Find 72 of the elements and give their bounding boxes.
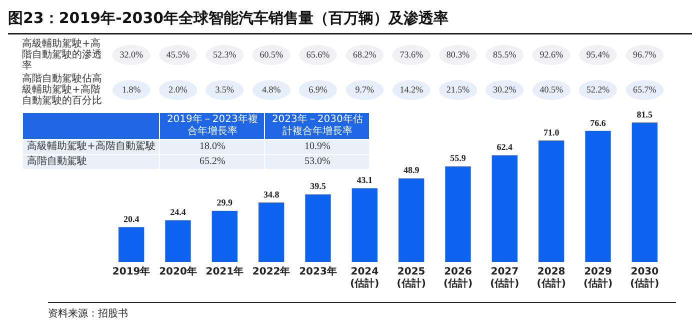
text: 资料来源：招股书 — [48, 308, 128, 320]
data-label: 24.4 — [170, 207, 186, 218]
data-label: 76.6 — [590, 118, 606, 128]
chart-title: 图23：2019年-2030年全球智能汽车销售量（百万辆）及渗透率 — [8, 8, 449, 27]
text: 60.5% — [260, 49, 284, 60]
data-label: 48.9 — [403, 165, 420, 176]
text: 9.7% — [355, 84, 375, 94]
x-tick-label: 2024 (估計) — [350, 266, 380, 290]
text: 14.2% — [400, 84, 424, 94]
text: 68.2% — [353, 49, 377, 60]
bar — [352, 188, 378, 262]
annotation: 18.0% — [160, 140, 264, 154]
text: 30.2% — [493, 84, 517, 94]
data-label: 29.9 — [216, 198, 234, 208]
x-tick-label: 2030 (估計) — [630, 266, 660, 290]
x-tick-label: 2022年 — [252, 266, 290, 278]
x-tick-label: 2027 (估計) — [490, 266, 520, 290]
annotation: 53.0% — [265, 155, 370, 169]
annotation: 2023年－2030年估計複合年增長率 — [265, 113, 370, 139]
data-label: 34.8 — [263, 189, 280, 200]
annotation: 10.9% — [265, 140, 370, 154]
text: 80.3% — [446, 49, 470, 60]
data-label: 81.5 — [636, 109, 654, 120]
text: 52.2% — [586, 84, 610, 94]
x-tick-label: 2023年 — [299, 266, 337, 278]
text: 6.9% — [308, 84, 328, 94]
text: 73.6% — [400, 49, 424, 60]
x-tick-label: 2021年 — [206, 266, 244, 278]
data-label: 55.9 — [450, 153, 466, 164]
text: 2.0% — [168, 84, 188, 94]
text: 高階自動駕駛佔高級輔助駕駛+高階自動駕駛的百分比 — [22, 72, 102, 107]
text: 1.8% — [122, 84, 142, 94]
bar — [305, 194, 331, 262]
annotation: 65.2% — [160, 155, 264, 169]
x-tick-label: 2020年 — [159, 266, 197, 278]
text: 4.8% — [262, 84, 282, 94]
data-label: 20.4 — [123, 214, 140, 224]
text: 96.7% — [633, 49, 657, 60]
bar — [398, 178, 424, 262]
bar — [212, 210, 238, 262]
text: 52.3% — [213, 49, 237, 60]
x-tick-label: 2025 (估計) — [396, 266, 426, 290]
text: 高階自動駕駛 — [27, 156, 87, 167]
bar — [258, 202, 284, 262]
x-tick-label: 2026 (估計) — [443, 266, 473, 290]
text: 40.5% — [540, 84, 564, 94]
text: 32.0% — [120, 49, 144, 60]
text: 高級輔助駕駛+高階自動駕駛的滲透率 — [22, 38, 102, 72]
data-label: 71.0 — [543, 127, 560, 138]
x-tick-label: 2029 (估計) — [583, 266, 613, 290]
annotation: 高級輔助駕駛+高階自動駕駛 — [23, 140, 160, 154]
bar — [585, 130, 611, 262]
text: 65.7% — [633, 84, 657, 94]
text: 92.6% — [540, 49, 564, 60]
bar — [538, 140, 564, 262]
text: 21.5% — [446, 84, 470, 94]
text: 95.4% — [586, 49, 610, 60]
data-label: 39.5 — [310, 181, 326, 192]
text: 45.5% — [166, 49, 190, 60]
x-tick-label: 2019年 — [112, 266, 150, 278]
x-tick-label: 2028 (估計) — [536, 266, 566, 290]
bar — [492, 155, 518, 262]
data-label: 43.1 — [356, 175, 374, 186]
bar — [632, 122, 658, 262]
text: 65.6% — [306, 49, 330, 60]
bar — [165, 220, 191, 262]
annotation: 2019年－2023年複合年增長率 — [160, 113, 264, 139]
bar — [445, 166, 471, 262]
data-label: 62.4 — [496, 142, 514, 152]
text: 85.5% — [493, 49, 517, 60]
bar — [118, 227, 144, 262]
text: 3.5% — [215, 84, 235, 94]
